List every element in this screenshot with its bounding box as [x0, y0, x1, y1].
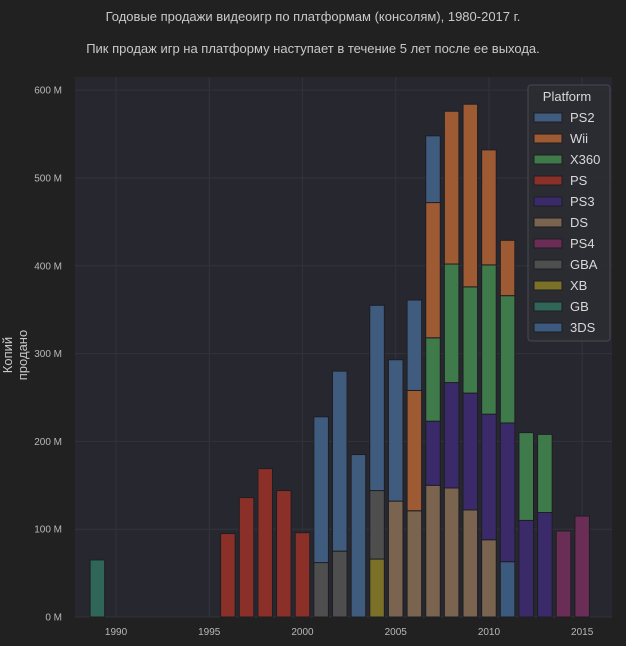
- legend-swatch-ps4: [533, 238, 563, 249]
- legend-box: [527, 84, 611, 342]
- x-tick-label: 2015: [571, 627, 594, 638]
- bar-ds-2008: [443, 487, 460, 618]
- chart-title: Годовые продажи видеоигр по платформам (…: [105, 9, 521, 24]
- legend-swatch-3ds: [533, 322, 563, 333]
- bar-ps2-2005: [387, 359, 404, 502]
- bar-x360-2012: [518, 432, 535, 521]
- y-tick-label: 400 M: [34, 261, 62, 272]
- legend-label-ps2: PS2: [570, 110, 595, 125]
- bar-ps3-2012: [518, 519, 535, 618]
- bar-wii-2011: [499, 239, 516, 297]
- bar-ds-2007: [425, 484, 441, 618]
- y-tick-label: 300 M: [34, 349, 62, 360]
- bar-ps2-2002: [331, 370, 348, 552]
- bar-x360-2013: [537, 433, 553, 514]
- legend-title: Platform: [543, 89, 591, 104]
- bar-ps-1997: [238, 497, 255, 618]
- bar-x360-2007: [425, 337, 441, 422]
- legend-swatch-gb: [533, 301, 563, 312]
- bar-ps3-2007: [425, 420, 441, 486]
- legend-swatch-wii: [533, 133, 563, 144]
- legend-label-gb: GB: [570, 299, 589, 314]
- bar-wii-2010: [481, 149, 497, 266]
- bar-ps3-2008: [443, 382, 460, 489]
- bar-ps2-2007: [425, 135, 441, 204]
- bar-ds-2009: [462, 509, 479, 618]
- legend-label-ps3: PS3: [570, 194, 595, 209]
- bar-ps4-2014: [555, 530, 572, 618]
- bar-ds-2010: [481, 539, 497, 618]
- bar-ps2-2004: [369, 304, 385, 492]
- legend-label-wii: Wii: [570, 131, 588, 146]
- bar-ps2-2001: [313, 416, 329, 564]
- bar-gb-1989: [89, 559, 106, 618]
- x-tick-label: 2005: [385, 627, 408, 638]
- y-tick-label: 0 M: [45, 613, 62, 624]
- legend-swatch-xb: [533, 280, 563, 291]
- legend-label-ps4: PS4: [570, 236, 595, 251]
- bar-gba-2002: [331, 550, 348, 618]
- x-tick-label: 2010: [478, 627, 501, 638]
- y-tick-label: 200 M: [34, 437, 62, 448]
- bar-ds-2006: [406, 510, 423, 618]
- legend-label-ds: DS: [570, 215, 588, 230]
- bar-x360-2011: [499, 295, 516, 424]
- bar-ps2-2006: [406, 299, 423, 391]
- bar-ps-1999: [276, 490, 292, 618]
- bar-wii-2007: [425, 202, 441, 339]
- chart-subtitle: Пик продаж игр на платформу наступает в …: [86, 41, 540, 56]
- bar-x360-2010: [481, 264, 497, 415]
- bar-wii-2009: [462, 103, 479, 288]
- legend-swatch-ds: [533, 217, 563, 228]
- bar-wii-2008: [443, 110, 460, 265]
- bar-3ds-2011: [499, 561, 516, 618]
- bar-xb-2004: [369, 558, 385, 618]
- x-tick-label: 1990: [105, 627, 128, 638]
- bar-x360-2008: [443, 263, 460, 384]
- x-tick-label: 1995: [198, 627, 221, 638]
- legend-label-gba: GBA: [570, 257, 598, 272]
- bar-wii-2006: [406, 389, 423, 512]
- legend-label-x360: X360: [570, 152, 600, 167]
- y-tick-label: 100 M: [34, 525, 62, 536]
- bar-ps3-2010: [481, 413, 497, 541]
- bar-gba-2001: [313, 562, 329, 618]
- legend-label-ps: PS: [570, 173, 588, 188]
- bar-gba-2004: [369, 490, 385, 560]
- bar-ps-1996: [220, 533, 236, 618]
- x-tick-label: 2000: [291, 627, 314, 638]
- legend-swatch-gba: [533, 259, 563, 270]
- legend-swatch-ps: [533, 175, 563, 186]
- bar-ps3-2013: [537, 512, 553, 618]
- legend-swatch-ps3: [533, 196, 563, 207]
- bar-ps-1998: [257, 468, 273, 618]
- bar-ds-2005: [387, 500, 404, 618]
- bar-ps2-2003: [350, 454, 367, 618]
- bar-ps3-2009: [462, 392, 479, 511]
- y-tick-label: 600 M: [34, 86, 62, 97]
- bar-ps-2000: [294, 532, 311, 618]
- legend-swatch-ps2: [533, 112, 563, 123]
- legend-label-xb: XB: [570, 278, 587, 293]
- bar-x360-2009: [462, 286, 479, 394]
- y-tick-label: 500 M: [34, 173, 62, 184]
- bar-ps4-2015: [574, 515, 590, 618]
- legend-swatch-x360: [533, 154, 563, 165]
- legend-label-3ds: 3DS: [570, 320, 596, 335]
- bar-ps3-2011: [499, 422, 516, 563]
